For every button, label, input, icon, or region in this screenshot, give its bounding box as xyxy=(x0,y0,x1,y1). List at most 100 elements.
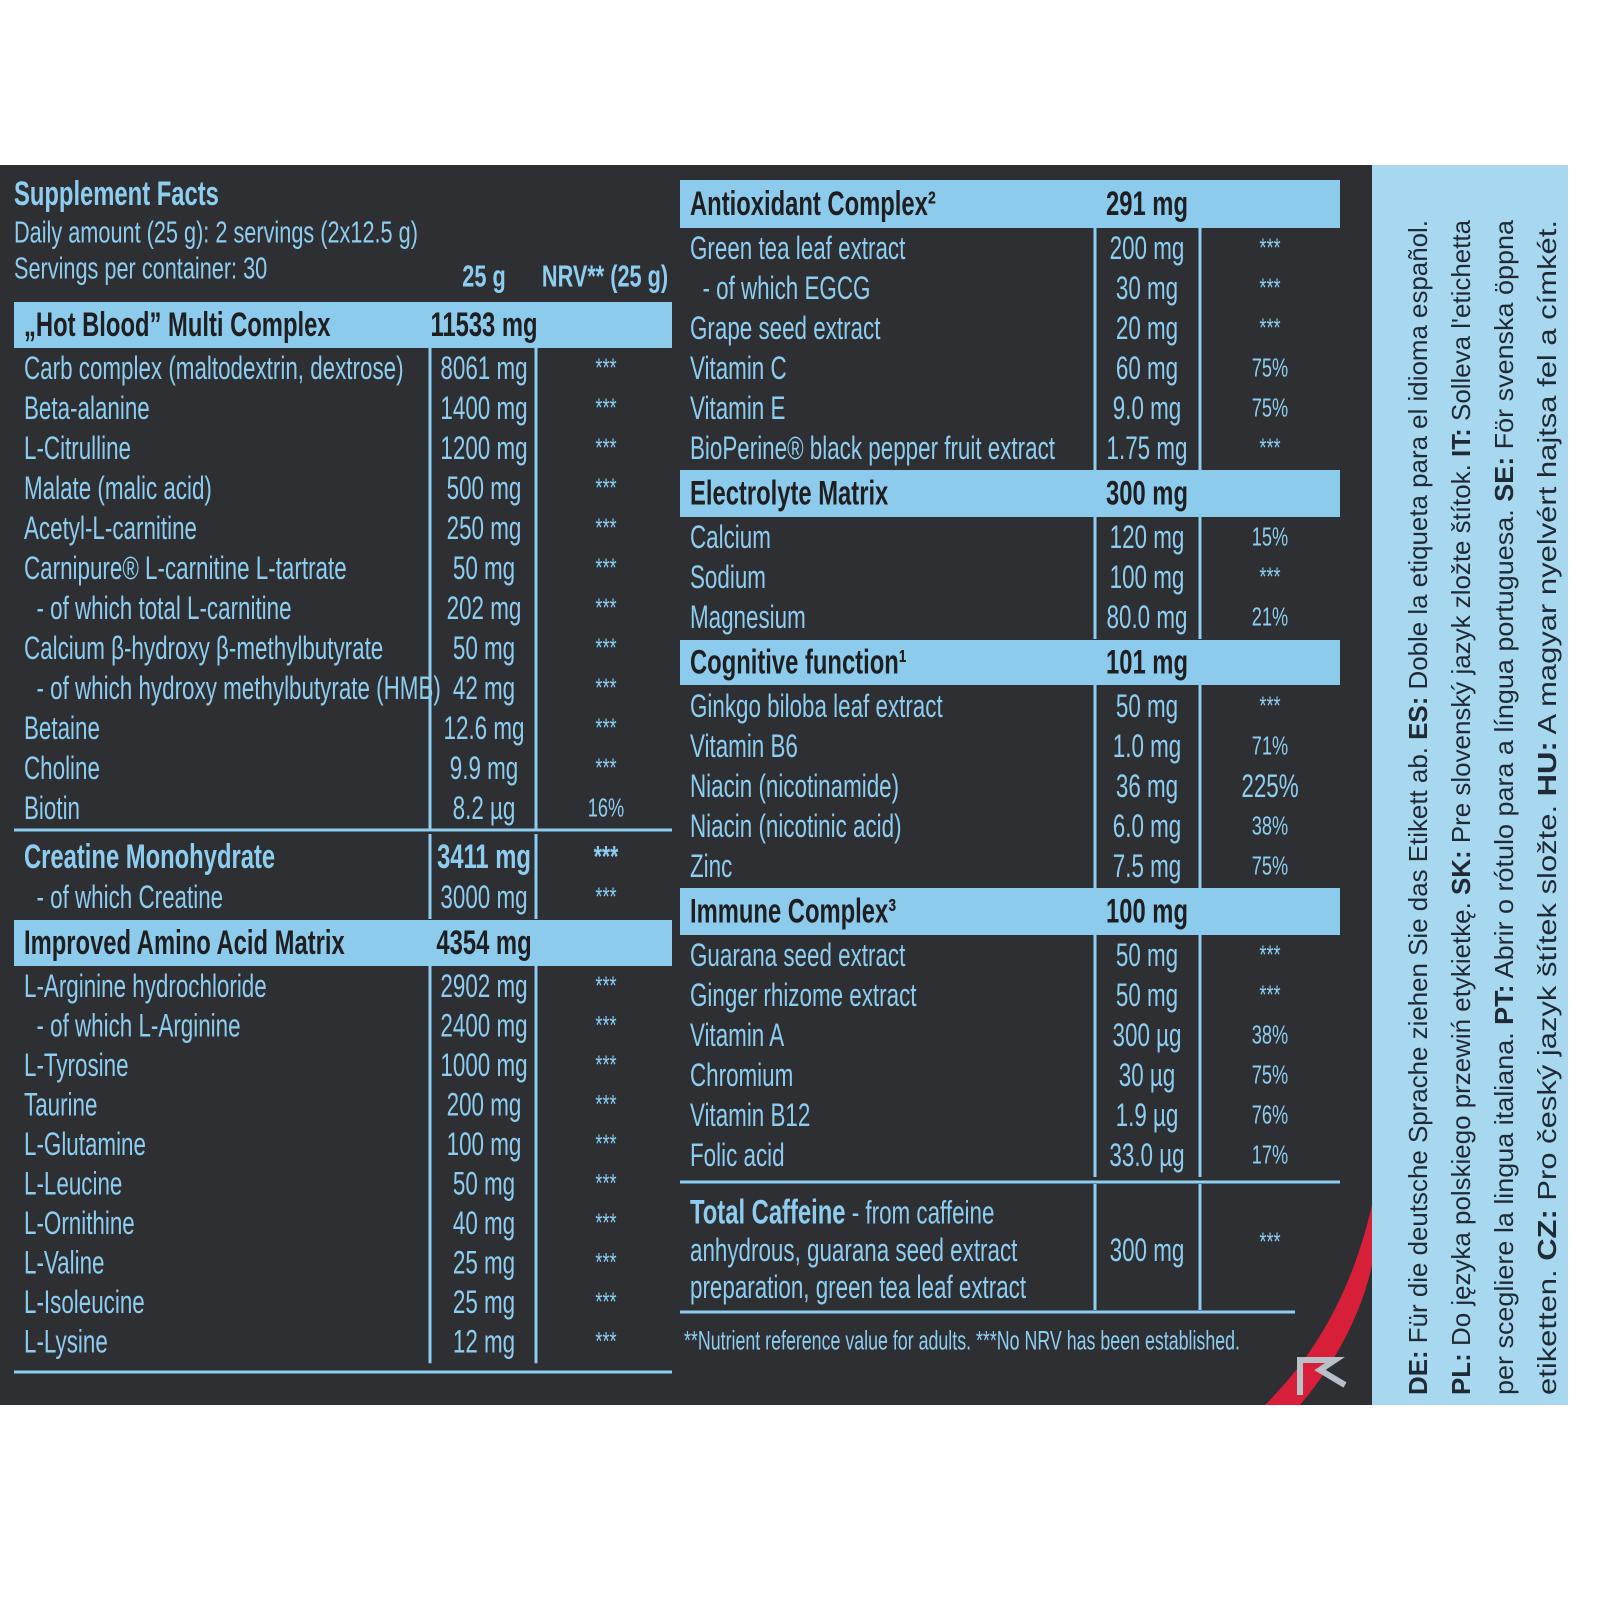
language-text: per scegliere la lingua italiana. xyxy=(1489,1025,1519,1395)
row-amount: 200 mg xyxy=(1110,230,1185,266)
row-nrv: *** xyxy=(595,883,616,912)
section-name: Antioxidant Complex² xyxy=(690,185,936,223)
row-name: Vitamin B12 xyxy=(690,1097,810,1133)
row-nrv: 38% xyxy=(1252,1021,1288,1050)
row-amount: 100 mg xyxy=(1110,559,1185,595)
language-code: PT: xyxy=(1489,984,1519,1024)
row-name: Folic acid xyxy=(690,1137,785,1173)
row-nrv: *** xyxy=(1259,941,1280,970)
row-amount: 200 mg xyxy=(447,1087,522,1123)
row-name: - of which hydroxy methylbutyrate (HMB) xyxy=(24,670,441,706)
row-amount: 42 mg xyxy=(453,670,515,706)
row-nrv: 15% xyxy=(1252,523,1288,552)
row-name: Beta-alanine xyxy=(24,390,150,426)
section-name: Improved Amino Acid Matrix xyxy=(24,924,345,962)
row-name: Malate (malic acid) xyxy=(24,470,212,506)
row-nrv: 75% xyxy=(1252,354,1288,383)
row-amount: 2902 mg xyxy=(440,968,527,1004)
row-nrv: *** xyxy=(595,1248,616,1277)
language-note: per scegliere la lingua italiana. PT: Ab… xyxy=(1489,219,1519,1395)
section-band xyxy=(680,640,1340,685)
row-amount: 1.0 mg xyxy=(1113,728,1181,764)
language-code: SK: xyxy=(1446,850,1476,895)
section-nrv: *** xyxy=(594,841,619,873)
language-note: PL: Do języka polskiego przewiń etykietk… xyxy=(1446,219,1476,1395)
row-name: L-Lysine xyxy=(24,1324,108,1360)
row-amount: 202 mg xyxy=(447,590,522,626)
language-code: SE: xyxy=(1489,457,1519,502)
section-amount: 11533 mg xyxy=(430,306,537,344)
row-amount: 8061 mg xyxy=(440,350,527,386)
row-nrv: *** xyxy=(595,674,616,703)
section-name: Creatine Monohydrate xyxy=(24,838,275,876)
row-name: Chromium xyxy=(690,1057,793,1093)
row-nrv: *** xyxy=(595,1130,616,1159)
row-amount: 40 mg xyxy=(453,1205,515,1241)
row-nrv: 21% xyxy=(1252,603,1288,632)
row-name: Vitamin C xyxy=(690,350,787,386)
language-text: etiketten. xyxy=(1532,1261,1562,1395)
caffeine-line: preparation, green tea leaf extract xyxy=(690,1269,1026,1305)
servings: Servings per container: 30 xyxy=(14,251,267,286)
row-amount: 500 mg xyxy=(447,470,522,506)
row-name: Acetyl-L-carnitine xyxy=(24,510,197,546)
row-nrv: *** xyxy=(595,714,616,743)
language-text: Abrir o rótulo para a língua portuguesa. xyxy=(1489,502,1519,985)
section-band xyxy=(680,470,1340,517)
section-band xyxy=(680,180,1340,228)
row-amount: 2400 mg xyxy=(440,1008,527,1044)
row-name: Carb complex (maltodextrin, dextrose) xyxy=(24,350,404,386)
row-name: Green tea leaf extract xyxy=(690,230,906,266)
row-name: - of which Creatine xyxy=(24,879,223,915)
row-name: Niacin (nicotinic acid) xyxy=(690,808,902,844)
row-amount: 12 mg xyxy=(453,1324,515,1360)
section-name: Electrolyte Matrix xyxy=(690,474,889,512)
section-band xyxy=(14,920,672,966)
daily-amount: Daily amount (25 g): 2 servings (2x12.5 … xyxy=(14,215,418,250)
row-amount: 60 mg xyxy=(1116,350,1178,386)
row-amount: 1400 mg xyxy=(440,390,527,426)
row-amount: 25 mg xyxy=(453,1245,515,1281)
row-nrv: *** xyxy=(595,394,616,423)
row-name: Magnesium xyxy=(690,599,806,635)
panel xyxy=(0,165,1372,1405)
row-nrv: *** xyxy=(1259,234,1280,263)
row-nrv: *** xyxy=(595,754,616,783)
language-text: A magyar nyelvért hajtsa fel a címkét. xyxy=(1532,220,1562,741)
row-amount: 3000 mg xyxy=(440,879,527,915)
row-amount: 80.0 mg xyxy=(1107,599,1188,635)
row-amount: 50 mg xyxy=(1116,977,1178,1013)
row-nrv: 71% xyxy=(1252,732,1288,761)
row-name: Niacin (nicotinamide) xyxy=(690,768,899,804)
row-amount: 30 mg xyxy=(1116,270,1178,306)
language-text: För svenska öppna xyxy=(1489,219,1519,456)
row-amount: 12.6 mg xyxy=(444,710,525,746)
row-amount: 120 mg xyxy=(1110,519,1185,555)
row-nrv: *** xyxy=(1259,692,1280,721)
row-nrv: 17% xyxy=(1252,1141,1288,1170)
row-name: Choline xyxy=(24,750,100,786)
row-nrv: 38% xyxy=(1252,812,1288,841)
section-amount: 3411 mg xyxy=(437,838,531,876)
section-band xyxy=(680,888,1340,935)
language-code: HU: xyxy=(1532,741,1562,796)
section-amount: 4354 mg xyxy=(436,924,531,962)
row-amount: 300 µg xyxy=(1113,1017,1182,1053)
row-amount: 9.0 mg xyxy=(1113,390,1181,426)
arrow xyxy=(1297,1357,1347,1395)
row-amount: 100 mg xyxy=(447,1126,522,1162)
row-name: Guarana seed extract xyxy=(690,937,906,973)
row-nrv: *** xyxy=(595,594,616,623)
row-amount: 8.2 µg xyxy=(453,790,516,826)
row-nrv: *** xyxy=(595,1209,616,1238)
row-nrv: *** xyxy=(595,1051,616,1080)
row-name: Vitamin B6 xyxy=(690,728,798,764)
row-amount: 7.5 mg xyxy=(1113,848,1181,884)
row-name: L-Ornithine xyxy=(24,1205,135,1241)
row-nrv: *** xyxy=(595,554,616,583)
row-amount: 6.0 mg xyxy=(1113,808,1181,844)
row-nrv: *** xyxy=(595,514,616,543)
row-name: Calcium xyxy=(690,519,771,555)
